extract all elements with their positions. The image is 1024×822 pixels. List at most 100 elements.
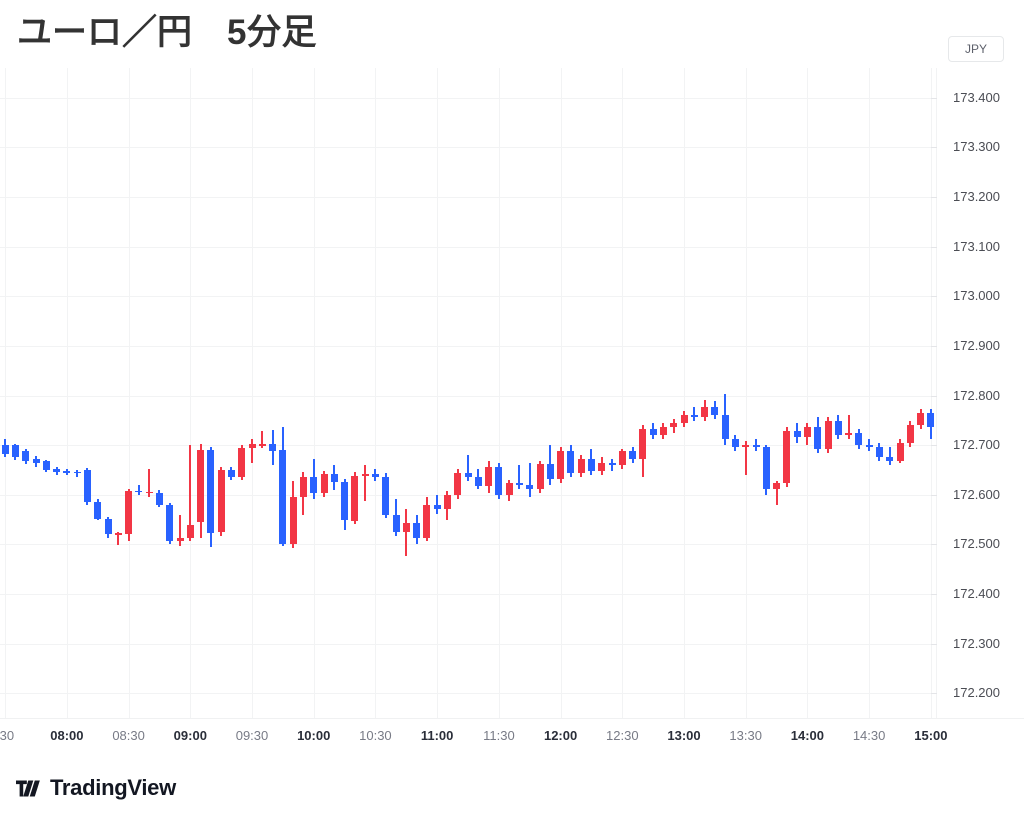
gridline-vertical xyxy=(375,68,377,718)
candle-body xyxy=(279,450,287,545)
candle-body xyxy=(680,415,688,424)
candle-body xyxy=(42,461,50,470)
time-axis[interactable]: :30 08:00 08:30 09:00 09:30 10:00 10:30 11:00 11… xyxy=(0,718,1024,758)
candle-body xyxy=(577,459,585,473)
candle-body xyxy=(125,490,133,535)
gridline-horizontal xyxy=(0,693,936,695)
candle-body xyxy=(104,518,112,535)
gridline-vertical xyxy=(869,68,871,718)
gridline-vertical xyxy=(745,68,747,718)
candle-body xyxy=(834,421,842,436)
candle-body xyxy=(433,504,441,509)
candle-body xyxy=(22,451,30,461)
price-axis-label: 173.400 xyxy=(953,89,1000,105)
candle-body xyxy=(94,501,102,519)
candle-wick xyxy=(693,407,696,422)
candle-wick xyxy=(189,445,192,542)
price-axis-label: 172.900 xyxy=(953,337,1000,353)
gridline-horizontal xyxy=(0,445,936,447)
candle-body xyxy=(701,407,709,418)
candle-body xyxy=(402,522,410,533)
candle-body xyxy=(1,445,9,454)
candle-body xyxy=(227,469,235,477)
price-axis-label: 172.500 xyxy=(953,536,1000,552)
candle-body xyxy=(63,470,71,473)
candle-body xyxy=(341,481,349,521)
price-tick-mark xyxy=(931,445,937,447)
gridline-vertical xyxy=(807,68,809,718)
gridline-vertical xyxy=(66,68,68,718)
price-tick-mark xyxy=(931,296,937,298)
currency-badge[interactable]: JPY xyxy=(948,36,1004,62)
candle-body xyxy=(320,473,328,493)
time-axis-label: 11:30 xyxy=(483,728,515,743)
candle-body xyxy=(824,421,832,450)
price-axis-label: 173.000 xyxy=(953,288,1000,304)
candle-wick xyxy=(868,439,871,451)
time-axis-label: 14:00 xyxy=(790,728,825,743)
candle-body xyxy=(155,492,163,505)
candle-body xyxy=(248,444,256,449)
candle-body xyxy=(258,444,266,446)
candle-wick xyxy=(744,441,747,475)
candle-wick xyxy=(775,480,778,505)
tradingview-logo-icon xyxy=(16,780,40,796)
candle-wick xyxy=(847,415,850,440)
candle-wick xyxy=(117,532,120,546)
candle-body xyxy=(443,494,451,509)
candle-body xyxy=(186,524,194,539)
gridline-vertical xyxy=(128,68,130,718)
candle-body xyxy=(670,423,678,428)
price-tick-mark xyxy=(931,643,937,645)
candle-wick xyxy=(888,447,891,465)
candle-body xyxy=(495,466,503,495)
candle-body xyxy=(803,427,811,438)
candle-body xyxy=(515,482,523,485)
candle-body xyxy=(32,459,40,463)
candle-body xyxy=(464,472,472,477)
gridline-horizontal xyxy=(0,345,936,347)
candle-body xyxy=(618,451,626,465)
gridline-horizontal xyxy=(0,296,936,298)
candle-body xyxy=(546,464,554,479)
candle-body xyxy=(454,472,462,495)
gridline-vertical xyxy=(252,68,253,718)
candle-body xyxy=(269,444,277,451)
candle-wick xyxy=(137,484,140,495)
price-axis[interactable]: 173.400 173.300 173.200 173.100 173.000 172.9… xyxy=(931,68,1024,718)
candle-body xyxy=(587,459,595,471)
candle-body xyxy=(886,457,894,461)
time-axis-label: 13:00 xyxy=(667,728,701,743)
price-axis-label: 172.400 xyxy=(953,586,1000,601)
candle-body xyxy=(752,445,760,448)
candle-body xyxy=(217,469,225,533)
time-axis-label: 12:30 xyxy=(606,728,639,743)
price-axis-label: 173.300 xyxy=(953,139,1000,155)
tradingview-wordmark: TradingView xyxy=(50,775,176,800)
gridline-vertical xyxy=(313,68,315,718)
candle-body xyxy=(731,439,739,447)
candle-wick xyxy=(755,439,757,451)
time-axis-label: :30 xyxy=(0,728,15,743)
candle-body xyxy=(166,504,174,542)
candle-body xyxy=(135,490,143,493)
gridline-horizontal xyxy=(0,197,936,198)
price-axis-label: 172.700 xyxy=(953,437,1000,453)
price-tick-mark xyxy=(931,197,937,198)
chart-plot-area[interactable] xyxy=(0,68,936,718)
candle-body xyxy=(608,463,616,465)
gridline-vertical xyxy=(560,68,562,718)
candle-body xyxy=(629,451,637,459)
time-axis-label: 09:30 xyxy=(235,728,269,743)
price-tick-mark xyxy=(931,97,937,99)
candle-body xyxy=(567,451,575,473)
gridline-vertical xyxy=(622,68,624,718)
gridline-vertical xyxy=(190,68,192,718)
candle-body xyxy=(73,471,81,474)
candle-body xyxy=(762,447,770,489)
time-axis-label: 13:30 xyxy=(729,728,762,743)
candle-body xyxy=(485,466,493,486)
candle-body xyxy=(361,473,369,476)
chart-gridlines xyxy=(0,68,936,718)
